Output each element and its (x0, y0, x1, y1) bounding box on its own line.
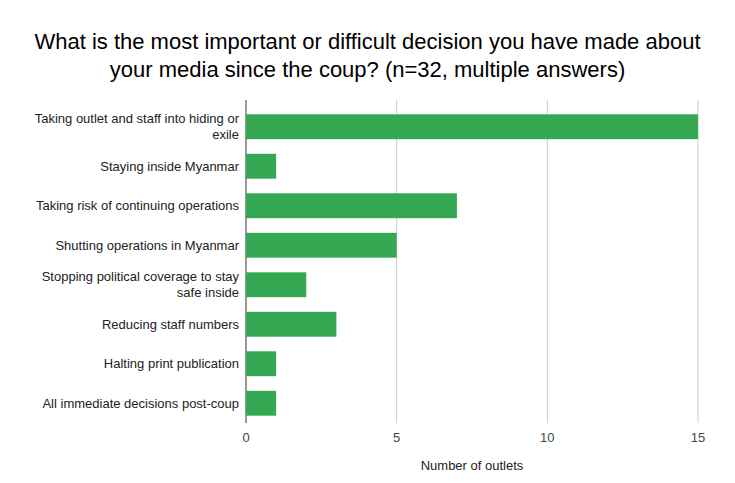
category-label: Staying inside Myanmar (100, 159, 239, 174)
tick-label: 0 (242, 430, 249, 445)
category-label-line: Stopping political coverage to stay (42, 269, 240, 284)
bars (246, 114, 698, 415)
category-label: Reducing staff numbers (102, 317, 240, 332)
category-label-line: safe inside (177, 285, 239, 300)
chart: What is the most important or difficult … (0, 0, 735, 483)
category-label-line: exile (212, 127, 239, 142)
title-line: your media since the coup? (n=32, multip… (110, 57, 625, 82)
category-label-line: Halting print publication (104, 356, 239, 371)
category-label: All immediate decisions post-coup (42, 396, 239, 411)
bar (246, 193, 457, 218)
grid-line (396, 100, 397, 423)
category-label-line: Taking outlet and staff into hiding or (35, 111, 240, 126)
tick-label: 15 (691, 430, 705, 445)
title-line: What is the most important or difficult … (34, 29, 700, 54)
category-label-line: Taking risk of continuing operations (36, 198, 240, 213)
category-label-line: All immediate decisions post-coup (42, 396, 239, 411)
category-label: Shutting operations in Myanmar (55, 238, 239, 253)
category-label: Taking outlet and staff into hiding orex… (35, 111, 240, 142)
category-label: Stopping political coverage to staysafe … (42, 269, 240, 300)
tick-label: 10 (540, 430, 554, 445)
tick-label: 5 (393, 430, 400, 445)
bar (246, 272, 306, 297)
title: What is the most important or difficult … (34, 29, 700, 82)
category-label-line: Shutting operations in Myanmar (55, 238, 239, 253)
bar (246, 351, 276, 376)
x-axis-label: Number of outlets (421, 458, 524, 473)
grid-line (698, 100, 699, 423)
bar (246, 154, 276, 179)
grid-line (547, 100, 548, 423)
bar (246, 233, 397, 258)
bar (246, 312, 336, 337)
category-label-line: Reducing staff numbers (102, 317, 240, 332)
category-label-line: Staying inside Myanmar (100, 159, 239, 174)
category-label: Taking risk of continuing operations (36, 198, 240, 213)
bar (246, 391, 276, 416)
bar (246, 114, 698, 139)
category-label: Halting print publication (104, 356, 239, 371)
